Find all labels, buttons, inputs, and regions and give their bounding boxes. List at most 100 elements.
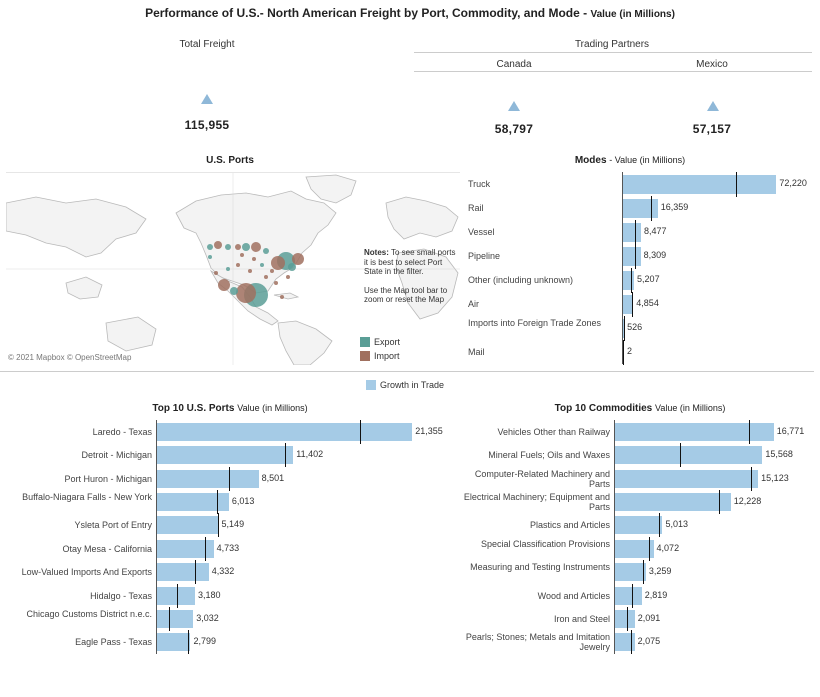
bar[interactable] bbox=[615, 609, 635, 628]
page-title: Performance of U.S.- North American Frei… bbox=[145, 6, 675, 20]
category-label: Ysleta Port of Entry bbox=[74, 520, 152, 531]
category-label: Other (including unknown) bbox=[468, 275, 574, 285]
ports-title: Top 10 U.S. Ports Value (in Millions) bbox=[152, 403, 308, 414]
growth-label: Growth in Trade bbox=[380, 380, 445, 390]
port-bubbles bbox=[207, 241, 304, 307]
value-label: 2,819 bbox=[644, 589, 668, 600]
bar[interactable] bbox=[615, 446, 763, 465]
bar[interactable] bbox=[157, 516, 219, 535]
category-label: Port Huron - Michigan bbox=[64, 473, 152, 484]
bar[interactable] bbox=[623, 318, 625, 338]
value-label: 4,854 bbox=[636, 298, 659, 308]
bar[interactable] bbox=[157, 586, 195, 605]
category-label: Detroit - Michigan bbox=[81, 450, 152, 461]
value-label: 72,220 bbox=[779, 178, 807, 188]
reference-line bbox=[188, 630, 190, 655]
ports-chart: Laredo - Texas 21,355 Detroit - Michigan 11… bbox=[0, 419, 460, 655]
bar[interactable] bbox=[623, 294, 634, 314]
legend-export-swatch bbox=[360, 337, 370, 347]
reference-line bbox=[168, 606, 170, 631]
bar[interactable] bbox=[623, 198, 658, 218]
category-label: Mineral Fuels; Oils and Waxes bbox=[488, 450, 610, 461]
value-label: 4,332 bbox=[211, 566, 235, 577]
value-label: 2,091 bbox=[637, 612, 661, 623]
reference-line bbox=[631, 267, 633, 293]
reference-line bbox=[634, 219, 636, 245]
value-label: 15,123 bbox=[761, 472, 789, 483]
bar[interactable] bbox=[623, 174, 777, 194]
bar[interactable] bbox=[623, 246, 641, 266]
category-label: Vessel bbox=[468, 227, 495, 237]
reference-line bbox=[228, 466, 230, 491]
legend-import-label: Import bbox=[374, 351, 400, 361]
axis-line bbox=[156, 420, 157, 654]
bar[interactable] bbox=[615, 469, 759, 488]
value-label: 3,180 bbox=[198, 589, 221, 600]
category-label: Low-Valued Imports And Exports bbox=[21, 567, 152, 578]
bar[interactable] bbox=[157, 446, 294, 465]
category-label: Hidalgo - Texas bbox=[90, 590, 152, 601]
bar[interactable] bbox=[615, 633, 635, 652]
reference-line bbox=[623, 315, 625, 341]
value-label: 21,355 bbox=[415, 425, 443, 436]
value-label: 8,477 bbox=[643, 226, 667, 236]
reference-line bbox=[650, 195, 652, 221]
bar[interactable] bbox=[623, 270, 635, 290]
graticule-lines bbox=[6, 173, 460, 365]
reference-line bbox=[632, 583, 634, 608]
reference-line bbox=[204, 536, 206, 561]
trading-partners-label: Trading Partners bbox=[574, 39, 650, 50]
reference-line bbox=[177, 583, 179, 608]
reference-line bbox=[623, 339, 624, 365]
reference-line bbox=[649, 536, 651, 561]
value-label: 5,149 bbox=[221, 519, 245, 530]
value-label: 11,402 bbox=[296, 449, 324, 460]
bar[interactable] bbox=[615, 516, 663, 535]
bar[interactable] bbox=[157, 563, 209, 582]
reference-line bbox=[751, 466, 753, 491]
reference-line bbox=[217, 513, 219, 538]
reference-line bbox=[284, 443, 286, 468]
legend-import-swatch bbox=[360, 351, 370, 361]
value-label: 2,799 bbox=[193, 636, 216, 647]
bar[interactable] bbox=[157, 469, 259, 488]
bar[interactable] bbox=[615, 586, 642, 605]
bar[interactable] bbox=[157, 422, 413, 441]
bar[interactable] bbox=[615, 563, 646, 582]
value-label: 4,072 bbox=[656, 542, 680, 553]
value-label: 5,207 bbox=[637, 274, 660, 284]
bar[interactable] bbox=[615, 422, 774, 441]
notes-text-1: To see small ports it is best to select … bbox=[364, 248, 456, 276]
map-attribution: © 2021 Mapbox © OpenStreetMap bbox=[8, 353, 132, 362]
category-label: Chicago Customs District n.e.c. bbox=[26, 608, 152, 619]
legend-export-label: Export bbox=[374, 337, 401, 347]
value-label: 8,309 bbox=[643, 250, 667, 260]
bar[interactable] bbox=[615, 539, 654, 558]
ports-map[interactable] bbox=[5, 172, 460, 366]
bar[interactable] bbox=[157, 492, 229, 511]
category-label: Plastics and Articles bbox=[529, 520, 610, 531]
category-label: Pipeline bbox=[468, 251, 501, 261]
category-label: Special Classification Provisions bbox=[480, 538, 610, 549]
value-label: 12,228 bbox=[733, 495, 762, 506]
bar[interactable] bbox=[615, 492, 731, 511]
reference-line bbox=[643, 560, 645, 585]
divider bbox=[414, 52, 812, 53]
value-label: 4,733 bbox=[216, 542, 240, 553]
bar[interactable] bbox=[623, 222, 641, 242]
category-label: Computer-Related Machinery and Parts bbox=[474, 468, 610, 489]
bar[interactable] bbox=[157, 539, 214, 558]
category-label: Laredo - Texas bbox=[92, 426, 152, 437]
notes-bold-label: Notes: bbox=[364, 248, 389, 257]
value-label: 2 bbox=[627, 346, 633, 356]
category-label: Otay Mesa - California bbox=[62, 543, 152, 554]
reference-line bbox=[719, 489, 721, 514]
map-notes: Notes: To see small ports it is best to … bbox=[364, 248, 456, 305]
bar[interactable] bbox=[157, 633, 191, 652]
bar[interactable] bbox=[157, 609, 194, 628]
up-triangle-icon bbox=[508, 101, 520, 111]
total-freight-label: Total Freight bbox=[179, 39, 235, 50]
reference-line bbox=[735, 171, 737, 197]
value-label: 8,501 bbox=[261, 472, 285, 483]
reference-line bbox=[195, 560, 197, 585]
